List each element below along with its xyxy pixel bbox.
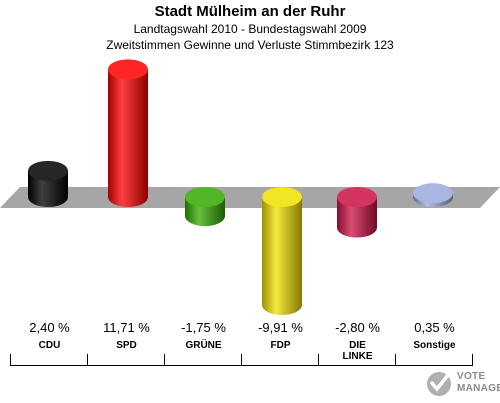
chart-subtitle-district: Zweitstimmen Gewinne und Verluste Stimmb… [106,38,394,52]
bar-sonstige [413,183,453,207]
logo-line-2: MANAGER [457,383,500,394]
bar-body [108,69,148,197]
bar-bottom-cap [28,187,68,207]
bar-top-cap [413,183,453,204]
bar-top-cap [108,59,148,80]
bar-fdp [262,187,302,316]
logo-text: VOTE MANAGER [457,371,500,395]
chart-title: Stadt Mülheim an der Ruhr [154,3,346,20]
category-label: FDP [270,340,291,351]
chart-titles: Stadt Mülheim an der Ruhr Landtagswahl 2… [0,3,500,53]
bar-body [262,197,302,306]
bar-top-cap [28,160,68,181]
axis-tick [472,354,473,366]
axis-tick [164,354,165,366]
chart-subtitle-election: Landtagswahl 2010 - Bundestagswahl 2009 [133,22,367,36]
bar-top-cap [337,187,377,207]
axis-tick [241,354,242,366]
bar-bottom-cap [185,206,225,227]
axis-tick [318,354,319,366]
bar-grüne [185,187,225,227]
logo-line-1: VOTE [457,371,486,382]
category-label: DIE LINKE [342,340,373,362]
bar-die-linke [337,187,377,238]
category-label: SPD [116,340,137,351]
category-label: Sonstige [413,340,456,351]
category-label: GRÜNE [185,340,222,351]
bars-group [28,59,453,316]
value-label: 11,71 % [103,320,150,335]
bar-top-cap [262,187,302,207]
value-label: 0,35 % [414,320,455,335]
bar-bottom-cap [337,217,377,238]
axis-tick [87,354,88,366]
value-label: -1,75 % [181,320,226,335]
bar-cdu [28,160,68,207]
axis-tick [10,354,11,366]
vote-check-icon [427,372,451,396]
bar-spd [108,59,148,207]
bar-bottom-cap [262,295,302,316]
value-label: -2,80 % [335,320,380,335]
value-labels: 2,40 % 11,71 % -1,75 % -9,91 % -2,80 % 0,35 % [10,320,484,336]
vote-manager-logo: VOTE MANAGER [425,368,500,400]
value-label: -9,91 % [258,320,303,335]
value-label: 2,40 % [29,320,70,335]
category-axis: CDU SPD GRÜNE FDP DIE LINKE Sonstige [10,337,473,366]
bar-bottom-cap [108,187,148,207]
category-label: CDU [38,340,61,351]
axis-tick [395,354,396,366]
bar-top-cap [185,187,225,207]
